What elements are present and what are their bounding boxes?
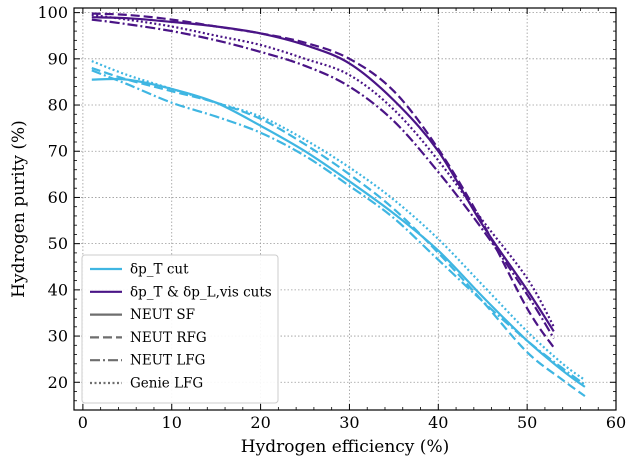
series-line xyxy=(91,12,555,349)
x-tick-label: 30 xyxy=(339,413,359,432)
y-tick-label: 100 xyxy=(37,3,68,22)
series-line xyxy=(91,60,586,381)
legend-box xyxy=(81,254,279,404)
y-tick-label: 80 xyxy=(48,96,68,115)
x-tick-label: 50 xyxy=(517,413,537,432)
x-axis-title: Hydrogen efficiency (%) xyxy=(241,437,449,457)
series-line xyxy=(91,69,586,386)
y-tick-label: 60 xyxy=(48,188,68,207)
series-line xyxy=(91,13,555,328)
y-tick-label: 40 xyxy=(48,280,68,299)
legend-label: Genie LFG xyxy=(130,376,203,392)
series-line xyxy=(91,18,555,339)
y-tick-label: 30 xyxy=(48,327,68,346)
y-tick-labels: 20 30 40 50 60 70 80 90 100 xyxy=(37,3,68,392)
x-tick-label: 10 xyxy=(162,413,182,432)
grid xyxy=(74,8,617,410)
x-tick-label: 60 xyxy=(606,413,626,432)
series-line xyxy=(91,67,586,397)
y-tick-label: 20 xyxy=(48,373,68,392)
legend-label: NEUT LFG xyxy=(130,353,205,369)
y-tick-label: 70 xyxy=(48,142,68,161)
y-tick-label: 50 xyxy=(48,234,68,253)
x-tick-label: 40 xyxy=(428,413,448,432)
series-line xyxy=(91,77,586,388)
plot-frame xyxy=(73,7,617,411)
legend: δp_T cut δp_T & δp_L,vis cuts NEUT SF NEUT … xyxy=(81,254,279,404)
legend-label: δp_T cut xyxy=(130,262,189,278)
legend-label: δp_T & δp_L,vis cuts xyxy=(130,284,272,300)
y-tick-label: 90 xyxy=(48,49,68,68)
y-axis-title: Hydrogen purity (%) xyxy=(9,120,29,298)
legend-label: NEUT SF xyxy=(130,307,195,323)
x-tick-label: 0 xyxy=(78,413,88,432)
series-group xyxy=(91,12,586,397)
x-tick-labels: 0 10 20 30 40 50 60 xyxy=(78,413,626,432)
x-tick-label: 20 xyxy=(250,413,270,432)
legend-label: NEUT RFG xyxy=(130,330,207,346)
